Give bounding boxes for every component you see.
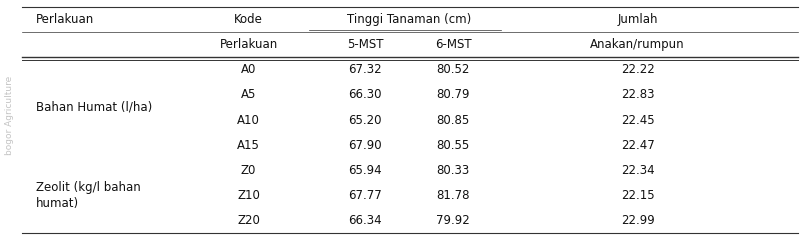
Text: bogor Agriculture: bogor Agriculture	[5, 76, 14, 155]
Text: 22.34: 22.34	[621, 164, 654, 177]
Text: 22.22: 22.22	[621, 63, 654, 76]
Text: 67.32: 67.32	[348, 63, 382, 76]
Text: A10: A10	[237, 114, 260, 126]
Text: Bahan Humat (l/ha): Bahan Humat (l/ha)	[36, 101, 152, 114]
Text: 22.45: 22.45	[621, 114, 654, 126]
Text: 22.47: 22.47	[621, 138, 654, 152]
Text: A5: A5	[241, 88, 257, 102]
Text: 66.34: 66.34	[348, 214, 382, 227]
Text: A15: A15	[237, 138, 260, 152]
Text: 80.33: 80.33	[436, 164, 470, 177]
Text: Jumlah: Jumlah	[618, 13, 658, 26]
Text: 66.30: 66.30	[348, 88, 382, 102]
Text: 6-MST: 6-MST	[435, 38, 472, 51]
Text: 65.94: 65.94	[348, 164, 382, 177]
Text: Anakan/rumpun: Anakan/rumpun	[590, 38, 685, 51]
Text: Perlakuan: Perlakuan	[220, 38, 277, 51]
Text: Perlakuan: Perlakuan	[36, 13, 95, 26]
Text: Tinggi Tanaman (cm): Tinggi Tanaman (cm)	[347, 13, 471, 26]
Text: 22.83: 22.83	[621, 88, 654, 102]
Text: Z10: Z10	[237, 189, 260, 202]
Text: A0: A0	[241, 63, 257, 76]
Text: 80.79: 80.79	[436, 88, 470, 102]
Text: 65.20: 65.20	[348, 114, 382, 126]
Text: Z20: Z20	[237, 214, 260, 227]
Text: 81.78: 81.78	[436, 189, 470, 202]
Text: 67.90: 67.90	[348, 138, 382, 152]
Text: 22.99: 22.99	[621, 214, 654, 227]
Text: 22.15: 22.15	[621, 189, 654, 202]
Text: Zeolit (kg/l bahan
humat): Zeolit (kg/l bahan humat)	[36, 181, 141, 210]
Text: 79.92: 79.92	[436, 214, 470, 227]
Text: 5-MST: 5-MST	[346, 38, 383, 51]
Text: Z0: Z0	[241, 164, 257, 177]
Text: Kode: Kode	[234, 13, 263, 26]
Text: 80.52: 80.52	[436, 63, 470, 76]
Text: 67.77: 67.77	[348, 189, 382, 202]
Text: 80.85: 80.85	[436, 114, 470, 126]
Text: 80.55: 80.55	[436, 138, 470, 152]
